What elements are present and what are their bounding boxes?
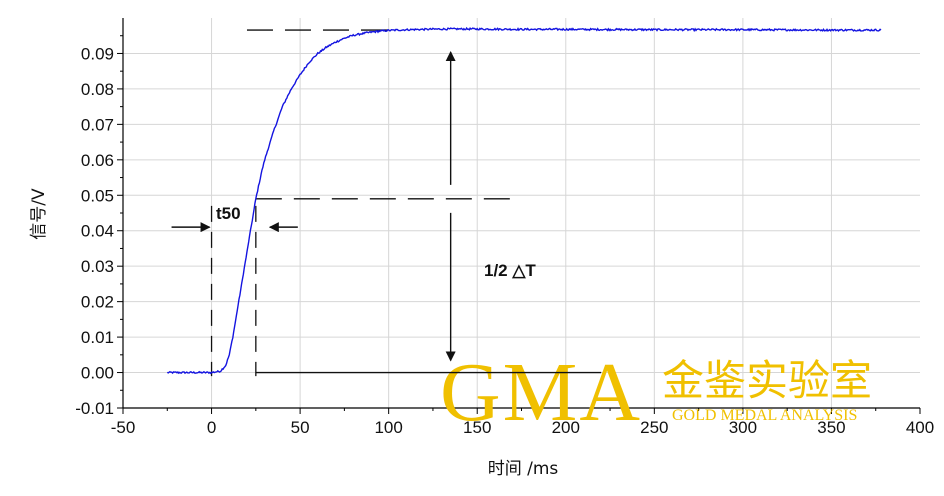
annotations [171,29,602,377]
watermark: GMA 金鉴实验室 GOLD MEDAL ANALYSIS [440,346,872,439]
y-tick-label: 0.09 [81,44,114,63]
watermark-english: GOLD MEDAL ANALYSIS [672,407,857,424]
watermark-chinese: 金鉴实验室 [662,356,872,405]
y-axis-title: 信号/V [29,188,49,240]
x-tick-label: 250 [640,418,668,437]
x-tick-label: 100 [374,418,402,437]
series [166,26,882,375]
y-tick-label: 0.02 [81,293,114,312]
y-tick-label: 0.05 [81,186,114,205]
x-tick-label: 200 [552,418,580,437]
signal-series-line [166,26,882,375]
y-tick-label: 0.04 [81,222,114,241]
tick-labels: -50 0 50 100 150 200 250 300 350 400 -0.01 0.00 0.01… [75,44,934,437]
x-tick-label: 300 [729,418,757,437]
y-tick-label: 0.07 [81,115,114,134]
x-tick-label: -50 [111,418,136,437]
x-tick-label: 0 [207,418,216,437]
x-tick-label: 50 [291,418,310,437]
y-tick-label: -0.01 [75,399,114,418]
watermark-brand: GMA [440,346,642,439]
t50-label: t50 [216,204,241,223]
y-tick-label: 0.01 [81,328,114,347]
axes [117,18,921,414]
y-tick-label: 0.00 [81,364,114,383]
x-tick-label: 400 [906,418,934,437]
x-axis-title: 时间 /ms [488,459,559,479]
half-delta-t-label: 1/2 △T [484,261,536,280]
y-tick-label: 0.03 [81,257,114,276]
y-tick-label: 0.08 [81,80,114,99]
x-tick-label: 350 [817,418,845,437]
x-tick-label: 150 [463,418,491,437]
y-tick-label: 0.06 [81,151,114,170]
